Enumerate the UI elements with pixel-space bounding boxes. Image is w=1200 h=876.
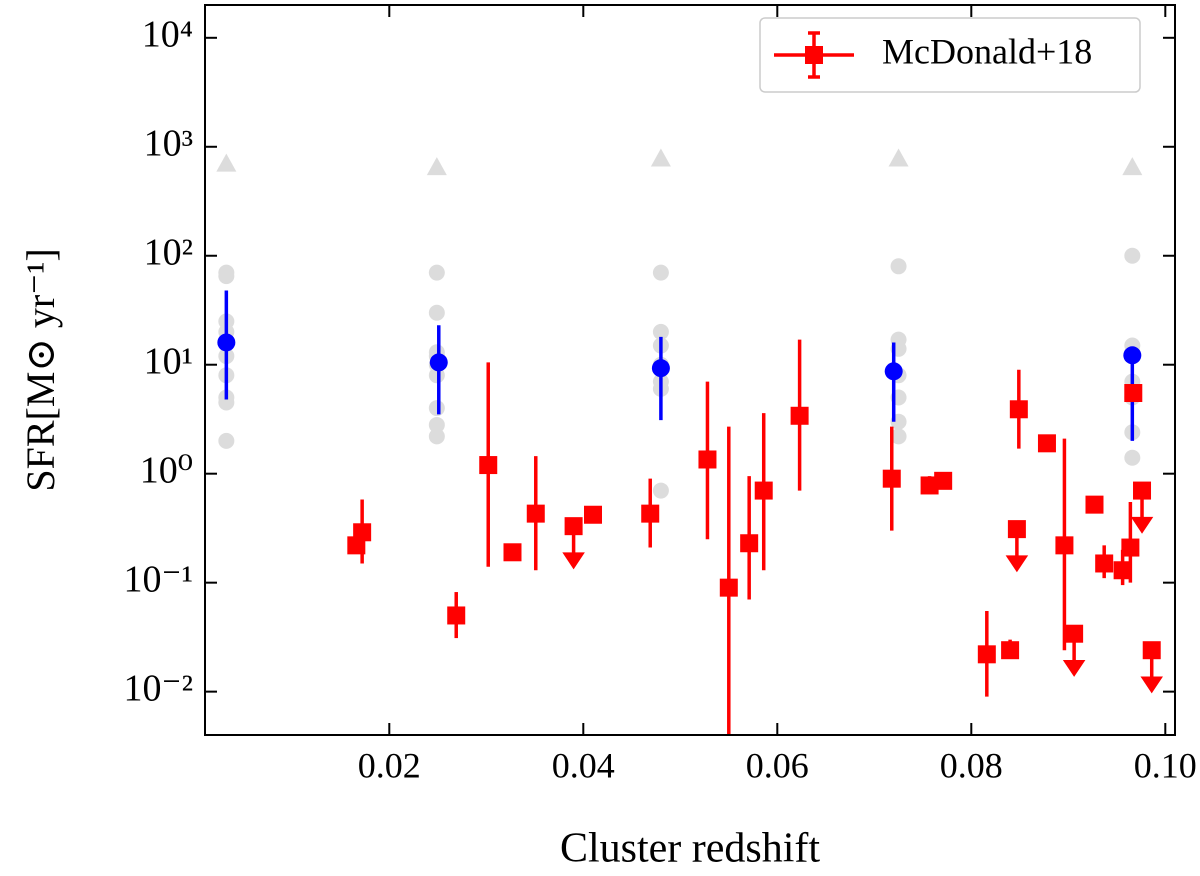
square-marker — [1113, 561, 1132, 580]
legend-box — [759, 17, 1141, 93]
square-marker — [740, 534, 759, 553]
square-marker — [526, 504, 545, 523]
square-marker — [1124, 384, 1143, 403]
x-axis-label: Cluster redshift — [560, 826, 820, 872]
circle-marker — [651, 359, 670, 378]
square-marker — [1065, 624, 1084, 643]
y-tick-label: 10³ — [144, 122, 193, 164]
circle-marker — [429, 353, 448, 372]
square-marker — [790, 406, 809, 425]
y-tick-label: 10⁴ — [142, 14, 193, 56]
legend-marker — [805, 46, 823, 64]
circle-marker — [890, 258, 907, 275]
y-axis-label: SFR[M⊙ yr⁻¹] — [18, 248, 63, 491]
square-marker — [584, 505, 602, 524]
circle-marker — [652, 323, 669, 340]
circle-marker — [1124, 449, 1141, 466]
circle-marker — [428, 400, 445, 417]
triangle-marker — [888, 148, 909, 167]
circle-marker — [652, 482, 669, 499]
y-tick-label: 10⁻¹ — [124, 558, 193, 600]
triangle-marker — [216, 153, 237, 172]
square-marker — [641, 504, 660, 523]
square-marker — [920, 476, 939, 495]
square-marker — [1001, 641, 1020, 660]
x-tick-label: 0.06 — [746, 745, 809, 785]
square-marker — [479, 456, 498, 475]
square-marker — [1009, 400, 1028, 419]
circle-marker — [428, 428, 445, 445]
square-marker — [1037, 434, 1056, 453]
plot-area — [216, 148, 1163, 735]
circle-marker — [428, 416, 445, 433]
square-marker — [353, 523, 372, 542]
square-marker — [564, 517, 583, 536]
square-marker — [1007, 520, 1026, 539]
circle-marker — [890, 428, 907, 445]
circle-marker — [1123, 346, 1142, 365]
square-marker — [719, 578, 738, 597]
square-marker — [977, 645, 996, 664]
circle-marker — [884, 362, 903, 381]
circle-marker — [428, 304, 445, 321]
legend-label: McDonald+18 — [882, 31, 1092, 71]
circle-marker — [1124, 247, 1141, 264]
triangle-marker — [650, 148, 671, 167]
y-tick-label: 10⁻² — [124, 667, 193, 709]
square-marker — [882, 469, 901, 488]
square-marker — [1133, 481, 1152, 500]
square-marker — [447, 606, 466, 625]
square-marker — [1085, 495, 1104, 514]
square-marker — [754, 481, 773, 500]
axes-frame — [204, 4, 1176, 736]
y-tick-label: 10⁰ — [140, 449, 193, 491]
x-tick-label: 0.04 — [552, 745, 615, 785]
circle-marker — [428, 367, 445, 384]
square-marker — [1095, 554, 1114, 573]
triangle-marker — [1122, 157, 1143, 176]
circle-marker — [218, 394, 235, 411]
circle-marker — [652, 264, 669, 281]
circle-marker — [218, 432, 235, 449]
y-tick-label: 10¹ — [144, 340, 193, 382]
x-tick-label: 0.08 — [940, 745, 1003, 785]
square-marker — [1055, 536, 1074, 555]
square-marker — [1121, 538, 1140, 557]
circle-marker — [218, 268, 235, 285]
triangle-marker — [426, 157, 447, 176]
y-tick-label: 10² — [144, 231, 193, 273]
x-tick-label: 0.02 — [358, 745, 421, 785]
x-tick-label: 0.10 — [1134, 745, 1197, 785]
circle-marker — [428, 264, 445, 281]
square-marker — [698, 450, 717, 469]
square-marker — [934, 471, 953, 490]
square-marker — [1142, 641, 1161, 660]
circle-marker — [217, 333, 236, 352]
square-marker — [503, 543, 522, 562]
